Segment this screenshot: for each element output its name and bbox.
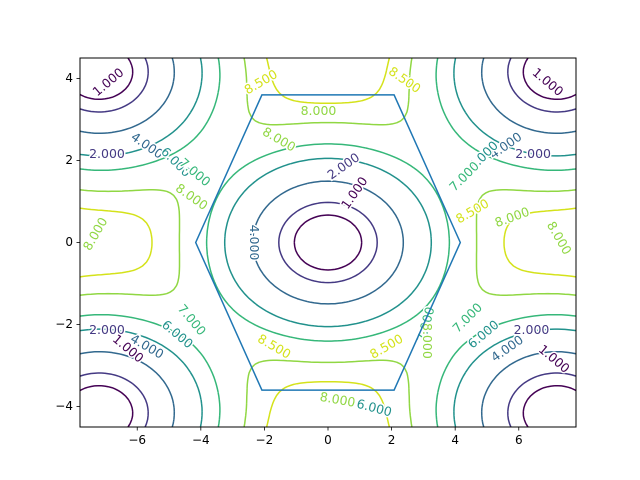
- y-tick-label: −2: [55, 317, 73, 331]
- hexagon-layer: [194, 94, 462, 391]
- y-axis: −4 −2 0 2 4: [55, 71, 80, 413]
- x-tick-label: −2: [256, 433, 274, 447]
- contour-line-8.000: [80, 58, 576, 427]
- y-tick-label: −4: [55, 399, 73, 413]
- contour-line-7.000: [80, 58, 576, 427]
- contour-label: 2.000: [89, 322, 125, 337]
- contour-label: 4.000: [247, 225, 262, 261]
- x-tick-label: 4: [451, 433, 459, 447]
- y-tick-label: 2: [65, 153, 73, 167]
- contour-line-6.000: [80, 58, 576, 427]
- x-tick-label: 6: [515, 433, 523, 447]
- x-tick-label: 0: [324, 433, 332, 447]
- hexagon-outline: [194, 94, 462, 391]
- y-tick-label: 4: [65, 71, 73, 85]
- contour-line-2.000: [80, 58, 576, 427]
- contour-label: 2.000: [515, 146, 551, 161]
- contour-line-4.000: [80, 58, 576, 427]
- contour-label: 8.000: [420, 323, 435, 359]
- x-tick-label: −6: [128, 433, 146, 447]
- x-axis: −6 −4 −2 0 2 4 6: [128, 427, 523, 447]
- contour-lines: [80, 58, 576, 427]
- plot-area: [80, 58, 576, 427]
- contour-line-1.000: [80, 58, 576, 427]
- contour-line-8.500: [80, 58, 576, 427]
- x-tick-label: 2: [388, 433, 396, 447]
- contour-label: 8.000: [301, 103, 337, 118]
- x-tick-label: −4: [192, 433, 210, 447]
- contour-label: 2.000: [514, 322, 550, 337]
- y-tick-label: 0: [65, 235, 73, 249]
- contour-label: 2.000: [89, 146, 125, 161]
